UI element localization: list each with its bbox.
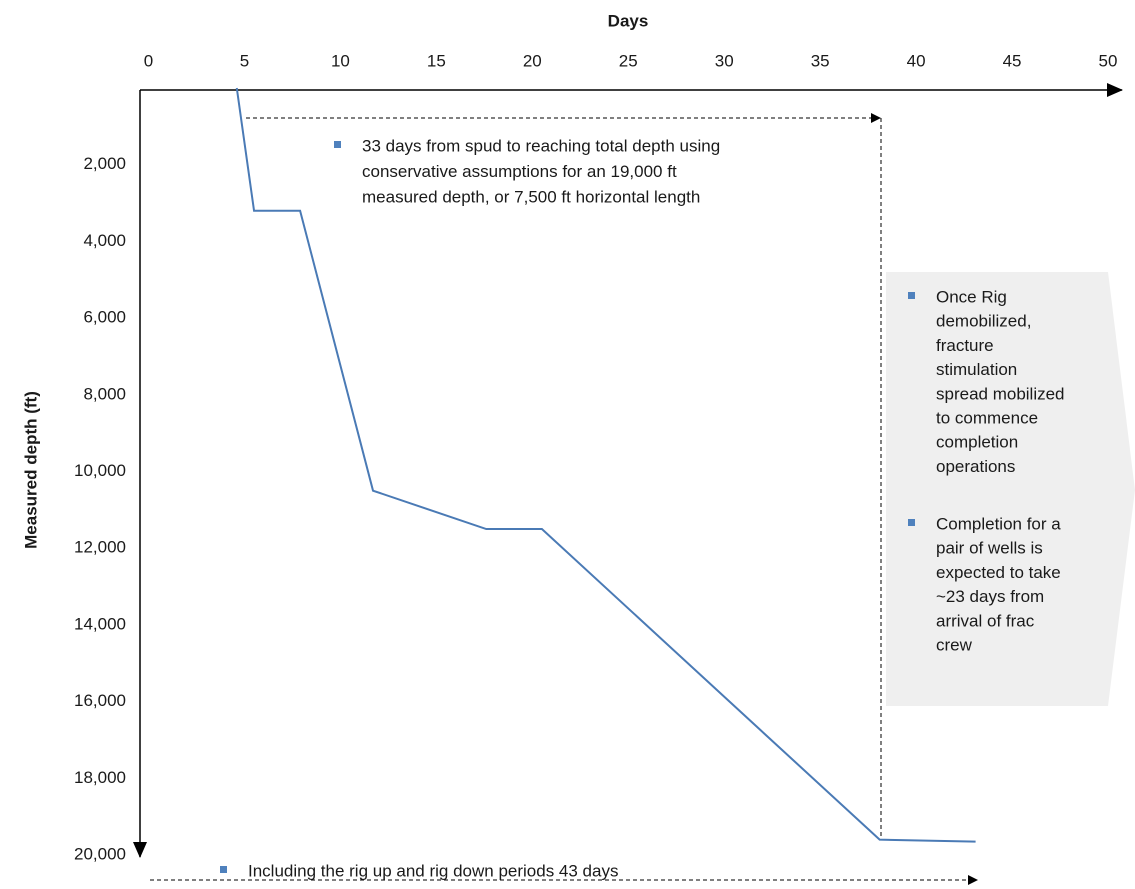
x-tick-label: 50: [1099, 51, 1118, 70]
bullet: [908, 519, 915, 526]
x-tick-label: 0: [144, 51, 153, 70]
y-tick-label: 10,000: [74, 461, 126, 480]
y-axis-title: Measured depth (ft): [21, 391, 40, 549]
x-tick-label: 45: [1003, 51, 1022, 70]
x-tick-label: 5: [240, 51, 249, 70]
y-tick-label: 6,000: [83, 308, 126, 327]
annotation-text: conservative assumptions for an 19,000 f…: [362, 162, 677, 181]
y-tick-label: 14,000: [74, 614, 126, 633]
y-tick-label: 20,000: [74, 844, 126, 863]
annotation-text: arrival of frac: [936, 611, 1035, 630]
x-axis-title: Days: [608, 11, 649, 30]
annotation-text: operations: [936, 457, 1015, 476]
annotation-text: 33 days from spud to reaching total dept…: [362, 136, 720, 155]
annotation-text: completion: [936, 433, 1018, 452]
bullet: [220, 866, 227, 873]
bullet: [908, 292, 915, 299]
annotation-text: expected to take: [936, 563, 1061, 582]
x-tick-label: 30: [715, 51, 734, 70]
y-tick-label: 18,000: [74, 768, 126, 787]
y-tick-label: 4,000: [83, 231, 126, 250]
annotation-text: Once Rig: [936, 287, 1007, 306]
annotation-text: spread mobilized: [936, 384, 1065, 403]
callout-box: [886, 272, 1135, 706]
annotation-text: stimulation: [936, 360, 1017, 379]
x-tick-label: 25: [619, 51, 638, 70]
bullet: [334, 141, 341, 148]
annotation-text: to commence: [936, 408, 1038, 427]
x-tick-label: 15: [427, 51, 446, 70]
annotation-text: measured depth, or 7,500 ft horizontal l…: [362, 187, 700, 206]
depth-line: [235, 87, 976, 843]
y-tick-label: 8,000: [83, 384, 126, 403]
annotation-text: Completion for a: [936, 514, 1061, 533]
x-tick-label: 10: [331, 51, 350, 70]
y-tick-label: 16,000: [74, 691, 126, 710]
annotation-text: fracture: [936, 336, 994, 355]
annotation-text: pair of wells is: [936, 539, 1043, 558]
annotation-text: crew: [936, 635, 973, 654]
x-tick-label: 20: [523, 51, 542, 70]
y-tick-label: 2,000: [83, 154, 126, 173]
annotation-text: Including the rig up and rig down period…: [248, 861, 618, 880]
annotation-text: ~23 days from: [936, 587, 1044, 606]
x-tick-label: 35: [811, 51, 830, 70]
x-tick-label: 40: [907, 51, 926, 70]
y-tick-label: 12,000: [74, 538, 126, 557]
annotation-text: demobilized,: [936, 312, 1031, 331]
